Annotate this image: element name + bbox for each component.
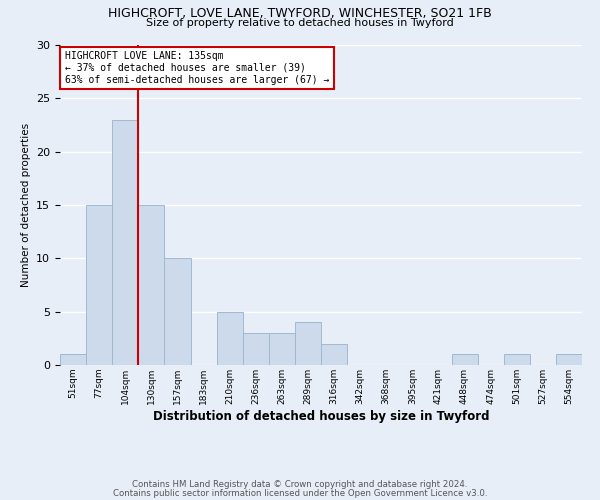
Bar — [164, 258, 191, 365]
Bar — [295, 322, 321, 365]
Text: Contains HM Land Registry data © Crown copyright and database right 2024.: Contains HM Land Registry data © Crown c… — [132, 480, 468, 489]
Bar — [60, 354, 86, 365]
Text: HIGHCROFT LOVE LANE: 135sqm
← 37% of detached houses are smaller (39)
63% of sem: HIGHCROFT LOVE LANE: 135sqm ← 37% of det… — [65, 52, 329, 84]
Y-axis label: Number of detached properties: Number of detached properties — [20, 123, 31, 287]
Bar — [269, 333, 295, 365]
Bar — [112, 120, 139, 365]
Text: Size of property relative to detached houses in Twyford: Size of property relative to detached ho… — [146, 18, 454, 28]
Text: HIGHCROFT, LOVE LANE, TWYFORD, WINCHESTER, SO21 1FB: HIGHCROFT, LOVE LANE, TWYFORD, WINCHESTE… — [108, 8, 492, 20]
Bar — [217, 312, 243, 365]
Text: Contains public sector information licensed under the Open Government Licence v3: Contains public sector information licen… — [113, 488, 487, 498]
Bar — [139, 205, 164, 365]
Bar — [556, 354, 582, 365]
Bar — [504, 354, 530, 365]
Bar — [242, 333, 269, 365]
X-axis label: Distribution of detached houses by size in Twyford: Distribution of detached houses by size … — [153, 410, 489, 422]
Bar — [452, 354, 478, 365]
Bar — [321, 344, 347, 365]
Bar — [86, 205, 112, 365]
